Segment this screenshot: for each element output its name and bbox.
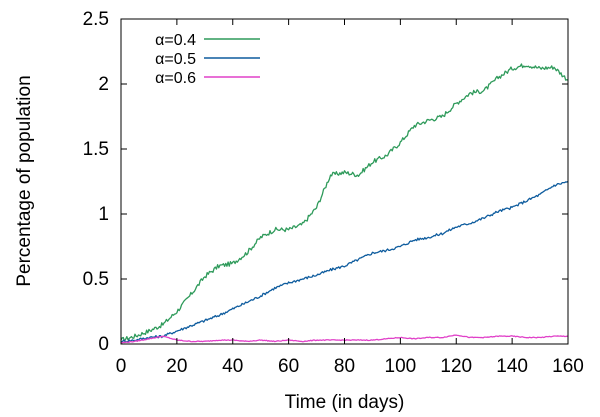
- y-tick-label-4: 2: [98, 74, 109, 95]
- x-tick-label-4: 80: [334, 356, 355, 377]
- y-axis-label: Percentage of population: [14, 75, 35, 286]
- legend-label-1: α=0.5: [155, 51, 196, 68]
- legend-label-2: α=0.6: [155, 70, 196, 87]
- y-tick-label-2: 1: [98, 204, 109, 225]
- x-tick-label-1: 20: [166, 356, 187, 377]
- plot-lines: [120, 63, 569, 344]
- x-tick-label-6: 120: [440, 356, 472, 377]
- series-line-1: [120, 180, 569, 343]
- y-tick-label-3: 1.5: [83, 139, 109, 160]
- x-tick-label-0: 0: [116, 356, 127, 377]
- y-tick-label-5: 2.5: [83, 9, 109, 30]
- y-tick-label-1: 0.5: [83, 269, 109, 290]
- legend-label-0: α=0.4: [155, 32, 196, 49]
- x-tick-label-2: 40: [222, 356, 243, 377]
- y-tick-label-0: 0: [98, 334, 109, 355]
- x-tick-label-5: 100: [385, 356, 417, 377]
- axis-ticks: [120, 18, 569, 345]
- tick-labels: 0 20 40 60 80 100 120 140 160 0 0.5 1 1.5 2 2.5: [83, 9, 584, 377]
- series-line-0: [120, 63, 569, 342]
- x-tick-label-8: 160: [552, 356, 584, 377]
- x-tick-label-3: 60: [278, 356, 299, 377]
- x-tick-label-7: 140: [496, 356, 528, 377]
- x-axis-label: Time (in days): [285, 392, 405, 413]
- legend: α=0.4 α=0.5 α=0.6: [155, 32, 260, 87]
